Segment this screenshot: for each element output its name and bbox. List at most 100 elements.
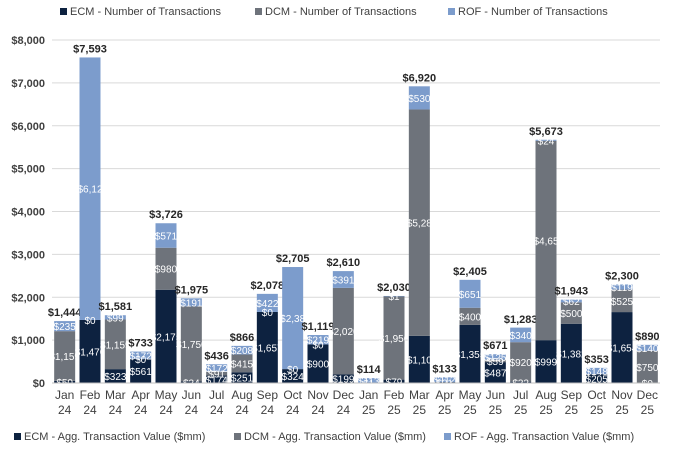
bar-segment-dcm (636, 350, 658, 383)
bar-segment-ecm (104, 369, 126, 383)
bar-segment-rof (434, 377, 456, 383)
bar-segment-ecm (54, 380, 76, 383)
x-tick-label-month: Oct (283, 388, 302, 402)
legend-top-label: ROF - Number of Transactions (458, 6, 608, 18)
bar-segment-rof (586, 367, 608, 375)
bar-segment-dcm (180, 306, 202, 382)
x-tick-label-year: 25 (514, 403, 528, 417)
x-tick-label-month: Mar (105, 388, 126, 402)
y-tick-label: $2,000 (11, 292, 45, 304)
segment-data-label: $1,750 (176, 340, 207, 351)
segment-data-label: $99 (107, 313, 124, 324)
segment-data-label: $525 (611, 297, 634, 308)
x-tick-label-year: 25 (413, 403, 427, 417)
bar-segment-dcm (54, 331, 76, 381)
bar-total-label: $733 (128, 338, 152, 350)
bar-total-label: $2,405 (453, 266, 487, 278)
x-tick-label-year: 24 (261, 403, 275, 417)
legend-top-swatch (448, 8, 455, 15)
x-tick-label-year: 24 (210, 403, 224, 417)
bar-total-label: $2,078 (251, 280, 285, 292)
segment-data-label: $999 (535, 358, 558, 369)
bar-segment-rof (256, 293, 278, 312)
segment-data-label: $0 (84, 316, 96, 327)
segment-data-label: $340 (510, 331, 533, 342)
segment-data-label: $487 (484, 369, 507, 380)
x-tick-label-month: Nov (307, 388, 328, 402)
x-tick-label-month: Jul (513, 388, 528, 402)
x-tick-label-year: 25 (463, 403, 477, 417)
segment-data-label: $400 (459, 312, 482, 323)
bar-segment-rof (611, 284, 633, 290)
legend-bottom-swatch (14, 433, 21, 440)
legend-top-label: DCM - Number of Transactions (265, 6, 417, 18)
bar-segment-rof (535, 139, 557, 141)
segment-data-label: $571 (155, 231, 178, 242)
segment-data-label: $1 (388, 292, 400, 303)
x-tick-label-month: Jan (55, 388, 74, 402)
bar-segment-rof (459, 279, 481, 308)
segment-data-label: $34 (183, 378, 200, 389)
bar-segment-rof (79, 57, 101, 320)
x-tick-label-month: Nov (611, 388, 632, 402)
bar-segment-ecm (383, 379, 405, 383)
x-tick-label-year: 25 (641, 403, 655, 417)
x-tick-label-month: Jul (209, 388, 224, 402)
y-tick-label: $1,000 (11, 335, 45, 347)
bar-segment-ecm (560, 323, 582, 383)
bar-segment-dcm (484, 359, 506, 363)
segment-data-label: $205 (586, 375, 609, 386)
bar-total-label: $114 (357, 364, 382, 376)
legend-bottom-swatch (444, 433, 451, 440)
bar-total-label: $133 (432, 363, 456, 375)
x-tick-label-year: 25 (565, 403, 579, 417)
bar-total-label: $671 (483, 340, 507, 352)
segment-data-label: $6,12 (77, 185, 102, 196)
x-tick-label-year: 25 (387, 403, 401, 417)
segment-data-label: $148 (586, 367, 609, 378)
x-tick-label-year: 25 (362, 403, 376, 417)
y-tick-label: $0 (33, 378, 45, 390)
x-tick-label-month: May (155, 388, 178, 402)
bar-total-label: $2,705 (276, 253, 310, 265)
segment-data-label: $1,657 (252, 343, 283, 354)
bar-segment-ecm (79, 319, 101, 383)
segment-data-label: $561 (130, 367, 153, 378)
segment-data-label: $0 (135, 355, 147, 366)
segment-data-label: $112 (434, 376, 456, 387)
segment-data-label: $91 (208, 370, 225, 381)
segment-data-label: $0 (312, 340, 324, 351)
legend-bottom-label: ROF - Agg. Transaction Value ($mm) (454, 431, 634, 443)
segment-data-label: $750 (636, 363, 659, 374)
bar-segment-ecm (282, 369, 304, 383)
bar-segment-ecm (180, 381, 202, 383)
segment-data-label: $0 (287, 365, 299, 376)
bar-total-label: $1,283 (504, 314, 538, 326)
x-tick-label-month: May (459, 388, 482, 402)
segment-data-label: $651 (459, 290, 482, 301)
segment-data-label: $191 (180, 298, 203, 309)
bar-segment-ecm (459, 324, 481, 383)
bar-segment-ecm (611, 312, 633, 383)
bar-segment-rof (358, 378, 380, 383)
legend-top-swatch (60, 8, 67, 15)
segment-data-label: $235 (54, 322, 77, 333)
x-tick-label-year: 25 (539, 403, 553, 417)
x-tick-label-year: 24 (286, 403, 300, 417)
segment-data-label: $2,175 (151, 332, 182, 343)
y-tick-label: $5,000 (11, 164, 45, 176)
x-tick-label-year: 24 (185, 403, 199, 417)
bar-total-label: $1,943 (555, 286, 589, 298)
bar-segment-ecm (206, 375, 228, 383)
bar-segment-rof (636, 344, 658, 351)
bar-total-label: $1,581 (99, 301, 133, 313)
segment-data-label: $125 (484, 353, 507, 364)
legend-bottom-label: ECM - Agg. Transaction Value ($mm) (24, 431, 205, 443)
bar-total-label: $1,119 (301, 321, 334, 333)
bar-segment-ecm (510, 381, 532, 383)
segment-data-label: $208 (231, 346, 254, 357)
x-tick-label-month: Jun (182, 388, 201, 402)
bar-segment-rof (180, 298, 202, 307)
x-tick-label-year: 24 (311, 403, 325, 417)
bar-total-label: $2,300 (605, 270, 639, 282)
